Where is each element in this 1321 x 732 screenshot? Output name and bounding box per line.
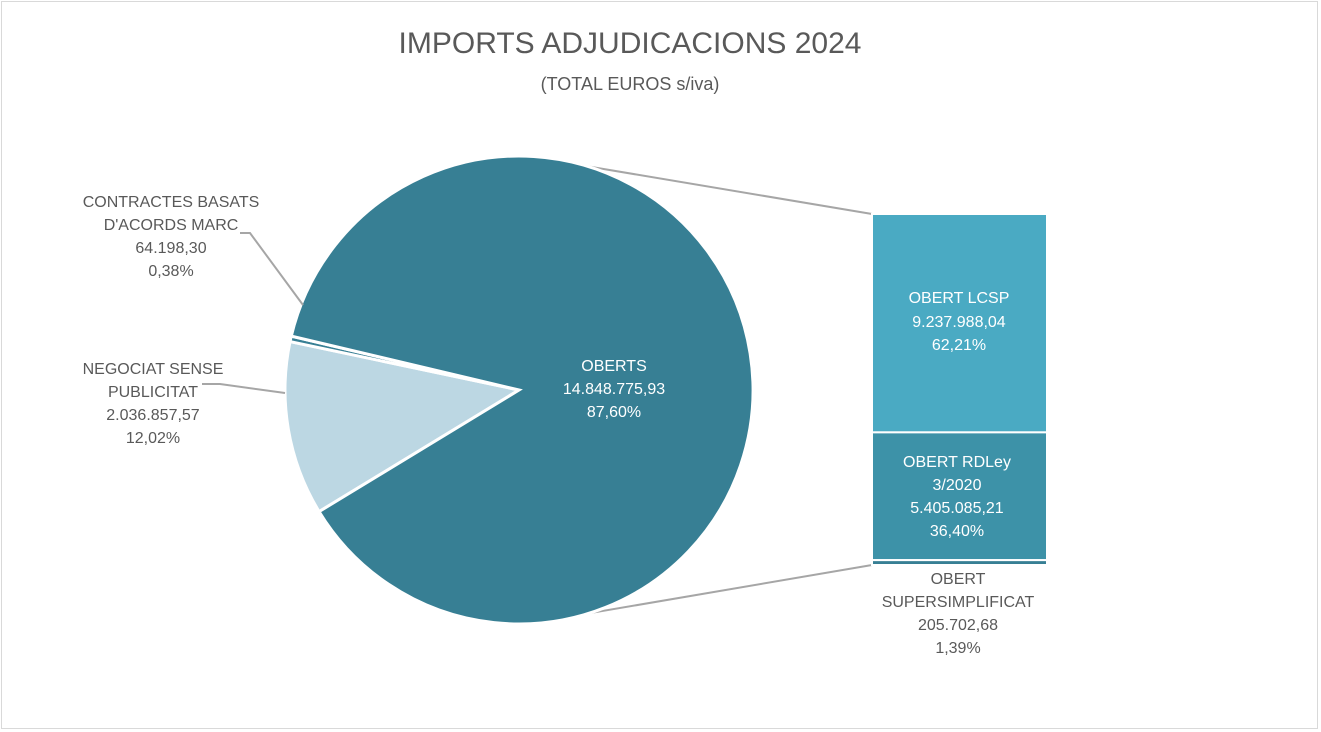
basats-data-label: CONTRACTES BASATS D'ACORDS MARC 64.198,3… bbox=[83, 194, 260, 280]
rdley-label-name-1: OBERT RDLey bbox=[903, 454, 1011, 471]
oberts-label-percent: 87,60% bbox=[587, 404, 641, 421]
leader-basats bbox=[240, 232, 304, 306]
negociat-data-label: NEGOCIAT SENSE PUBLICITAT 2.036.857,57 1… bbox=[83, 361, 224, 447]
bar-segment-rdley bbox=[871, 431, 1048, 562]
leader-negociat bbox=[202, 383, 286, 394]
rdley-data-label: OBERT RDLey 3/2020 5.405.085,21 36,40% bbox=[903, 454, 1011, 540]
chart-subtitle: (TOTAL EUROS s/iva) bbox=[540, 74, 720, 94]
super-data-label: OBERT SUPERSIMPLIFICAT 205.702,68 1,39% bbox=[882, 571, 1035, 657]
bar-segment-lcsp bbox=[871, 213, 1048, 434]
basats-label-name-1: CONTRACTES BASATS bbox=[83, 194, 260, 211]
rdley-label-value: 5.405.085,21 bbox=[910, 500, 1004, 517]
oberts-label-value: 14.848.775,93 bbox=[563, 381, 665, 398]
super-label-name-1: OBERT bbox=[931, 571, 986, 588]
oberts-label-name: OBERTS bbox=[581, 358, 647, 375]
rdley-label-name-2: 3/2020 bbox=[933, 477, 982, 494]
basats-label-value: 64.198,30 bbox=[135, 240, 206, 257]
negociat-label-name-2: PUBLICITAT bbox=[108, 384, 198, 401]
rdley-label-percent: 36,40% bbox=[930, 523, 984, 540]
slice-negociat bbox=[283, 339, 524, 514]
super-label-name-2: SUPERSIMPLIFICAT bbox=[882, 594, 1035, 611]
lcsp-label-percent: 62,21% bbox=[932, 337, 986, 354]
bar-segment-supersimplificat bbox=[871, 559, 1048, 567]
negociat-label-percent: 12,02% bbox=[126, 430, 180, 447]
stacked-bar bbox=[871, 213, 1048, 567]
super-label-percent: 1,39% bbox=[935, 640, 980, 657]
super-label-value: 205.702,68 bbox=[918, 617, 998, 634]
negociat-label-value: 2.036.857,57 bbox=[106, 407, 200, 424]
lcsp-label-name: OBERT LCSP bbox=[909, 290, 1010, 307]
lcsp-data-label: OBERT LCSP 9.237.988,04 62,21% bbox=[909, 290, 1010, 354]
basats-label-name-2: D'ACORDS MARC bbox=[104, 217, 239, 234]
pie bbox=[283, 154, 755, 626]
basats-label-percent: 0,38% bbox=[148, 263, 193, 280]
chart-title: IMPORTS ADJUDICACIONS 2024 bbox=[398, 27, 862, 60]
oberts-data-label: OBERTS 14.848.775,93 87,60% bbox=[563, 358, 665, 421]
lcsp-label-value: 9.237.988,04 bbox=[912, 314, 1006, 331]
slice-oberts bbox=[289, 154, 755, 626]
negociat-label-name-1: NEGOCIAT SENSE bbox=[83, 361, 224, 378]
leader-lines bbox=[202, 232, 304, 394]
